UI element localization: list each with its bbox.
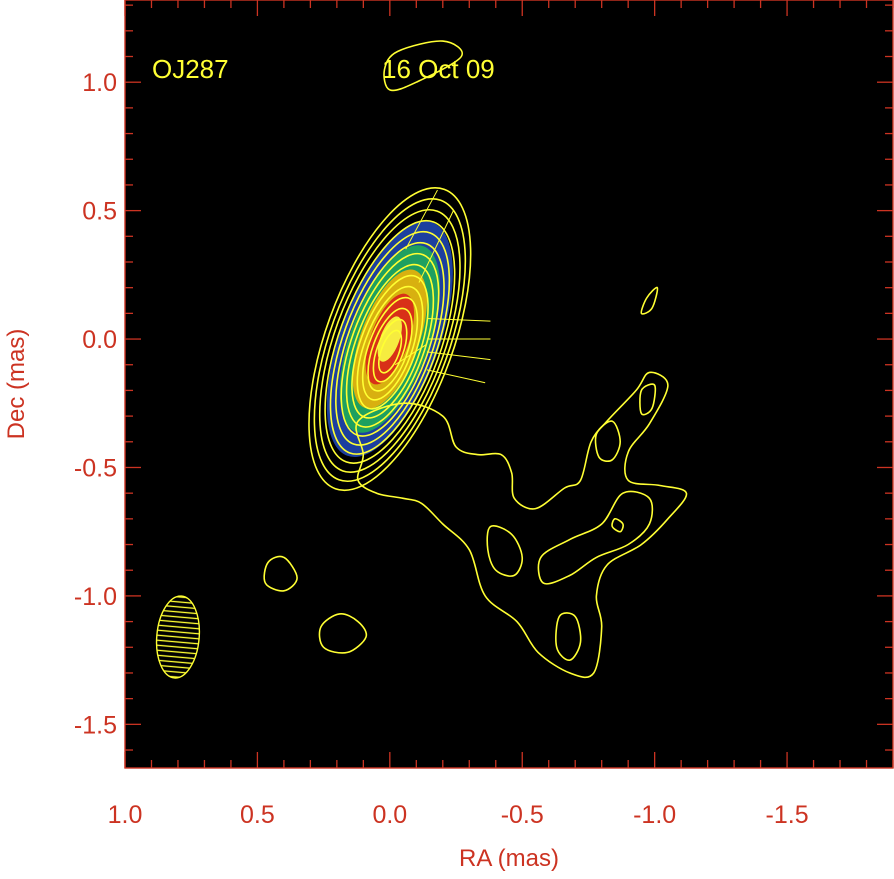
x-tick-label: 1.0 — [108, 801, 143, 829]
contour-knot-d — [555, 612, 582, 661]
x-tick-label: -1.5 — [766, 801, 809, 829]
plot-frame — [124, 0, 894, 769]
restoring-beam-ellipse — [155, 595, 201, 679]
observation-date-label: 16 Oct 09 — [382, 54, 495, 84]
x-tick-label: -1.0 — [633, 801, 676, 829]
x-tick-label: -0.5 — [501, 801, 544, 829]
polarization-vector — [426, 318, 491, 322]
core-contour-14 — [377, 329, 403, 374]
axis-ticks — [124, 0, 894, 768]
polarization-vector — [405, 189, 438, 250]
core-contour-6 — [335, 241, 445, 446]
y-tick-label: 0.5 — [82, 198, 117, 226]
core-contour-3 — [318, 208, 461, 473]
contour-knot-a — [486, 525, 524, 577]
contour-blob-g — [639, 383, 657, 416]
core-contour-13 — [372, 318, 408, 383]
polarization-vector — [426, 369, 486, 384]
contour-knot-c — [611, 517, 624, 533]
tick-labels: 1.0 0.5 0.0 -0.5 -1.0 -1.5 1.0 0.5 0.0 -0.5 -1.0 -1… — [74, 69, 809, 829]
contour-jet-outer — [355, 371, 688, 679]
contour-knot-b — [594, 420, 622, 463]
core-contour-8 — [345, 263, 435, 428]
core-contour-5 — [329, 230, 451, 455]
polarization-vector — [394, 343, 428, 366]
contour-blob-f — [318, 613, 368, 654]
polarization-vector — [426, 351, 491, 361]
contour-blob-e — [263, 555, 298, 592]
y-tick-label: 1.0 — [82, 69, 117, 97]
plot-background — [125, 0, 893, 768]
contour-blob-h — [640, 286, 659, 315]
x-tick-label: 0.5 — [240, 801, 275, 829]
x-tick-label: 0.0 — [372, 801, 407, 829]
restoring-beam — [155, 595, 201, 679]
polarization-vector — [418, 210, 454, 283]
contour-layer — [263, 40, 688, 679]
x-axis-title: RA (mas) — [459, 845, 559, 872]
contour-blob-i — [383, 40, 463, 92]
y-tick-label: -1.5 — [74, 711, 117, 739]
core-contour-9 — [351, 274, 429, 419]
source-name-label: OJ287 — [152, 54, 229, 84]
core-contour-4 — [324, 219, 456, 464]
core-contour-12 — [367, 307, 413, 392]
polarization-vectors — [394, 189, 491, 384]
y-tick-label: -0.5 — [74, 454, 117, 482]
core-contour-2 — [313, 198, 467, 483]
y-tick-label: 0.0 — [82, 326, 117, 354]
core-contour-11 — [361, 296, 419, 401]
core-image-level-5 — [377, 316, 402, 362]
core-contour-1 — [308, 187, 472, 492]
contour-jet-inner — [537, 490, 654, 585]
core-contour-10 — [356, 285, 424, 410]
y-tick-label: -1.0 — [74, 583, 117, 611]
y-axis-title: Dec (mas) — [3, 329, 30, 440]
